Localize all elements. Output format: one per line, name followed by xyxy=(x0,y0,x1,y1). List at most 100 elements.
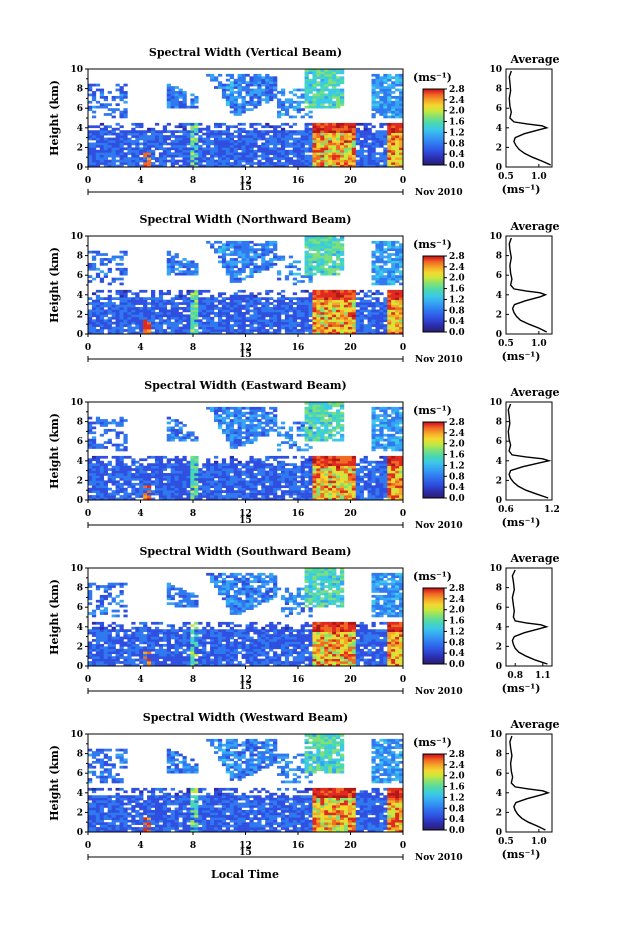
heatmap-cell xyxy=(233,260,238,264)
heatmap-cell xyxy=(174,324,179,327)
heatmap-cell xyxy=(91,455,97,459)
heatmap-cell xyxy=(387,149,392,153)
heatmap-cell xyxy=(312,71,317,75)
heatmap-cell xyxy=(217,482,223,486)
heatmap-cell xyxy=(221,480,227,484)
heatmap-cell xyxy=(387,299,392,303)
heatmap-cell xyxy=(249,152,254,156)
heatmap-cell xyxy=(269,426,274,430)
heatmap-cell xyxy=(115,140,120,143)
heatmap-cell xyxy=(174,468,179,471)
heatmap-cell xyxy=(312,314,317,318)
heatmap-cell xyxy=(158,144,164,148)
colorbar-tick-label: 2.8 xyxy=(449,85,465,95)
heatmap-cell xyxy=(253,154,258,158)
heatmap-cell xyxy=(347,302,353,305)
heatmap-cell xyxy=(154,142,160,146)
heatmap-cell xyxy=(343,307,349,310)
heatmap-cell xyxy=(217,73,223,77)
heatmap-cell xyxy=(99,446,105,449)
heatmap-cell xyxy=(245,135,250,138)
heatmap-cell xyxy=(107,267,112,271)
heatmap-cell xyxy=(265,304,270,308)
heatmap-cell xyxy=(237,326,242,330)
heatmap-cell xyxy=(123,142,128,146)
heatmap-cell xyxy=(257,91,262,94)
heatmap-cell xyxy=(221,157,227,160)
heatmap-cell xyxy=(111,329,116,332)
heatmap-cell xyxy=(277,164,282,168)
heatmap-cell xyxy=(88,326,93,330)
heatmap-cell xyxy=(103,421,108,425)
heatmap-cell xyxy=(241,324,246,327)
heatmap-cell xyxy=(253,480,258,484)
y-axis-label: Height (km) xyxy=(48,247,61,323)
heatmap-cell xyxy=(119,448,124,452)
heatmap-cell xyxy=(88,142,93,146)
heatmap-cell xyxy=(375,135,380,138)
heatmap-cell xyxy=(245,406,250,410)
heatmap-cell xyxy=(269,475,274,479)
heatmap-cell xyxy=(214,125,219,129)
heatmap-cell xyxy=(265,421,270,425)
heatmap-cell xyxy=(241,157,246,160)
heatmap-cell xyxy=(166,154,171,158)
heatmap-cell xyxy=(280,465,286,469)
heatmap-cell xyxy=(304,443,309,447)
heatmap-cell xyxy=(288,149,294,153)
heatmap-cell xyxy=(280,140,286,143)
heatmap-cell xyxy=(332,265,337,269)
heatmap-cell xyxy=(241,267,246,271)
heatmap-cell xyxy=(221,299,227,303)
heatmap-cell xyxy=(91,157,97,160)
heatmap-cell xyxy=(194,475,199,479)
heatmap-cell xyxy=(399,275,404,278)
heatmap-cell xyxy=(269,421,274,425)
heatmap-cell xyxy=(221,309,227,313)
heatmap-cell xyxy=(273,157,278,160)
heatmap-cell xyxy=(399,108,404,111)
heatmap-cell xyxy=(383,275,388,278)
heatmap-cell xyxy=(210,473,215,476)
heatmap-cell xyxy=(253,270,258,274)
heatmap-cell xyxy=(371,103,376,107)
avg-y-tick-label: 10 xyxy=(489,65,502,75)
heatmap-cell xyxy=(269,250,274,254)
heatmap-cell xyxy=(91,473,97,476)
heatmap-cell xyxy=(88,86,93,89)
heatmap-cell xyxy=(332,81,337,84)
heatmap-cell xyxy=(237,83,242,87)
heatmap-cell xyxy=(241,424,246,427)
heatmap-cell xyxy=(383,115,388,119)
heatmap-cell xyxy=(233,470,238,474)
heatmap-cell xyxy=(95,159,101,163)
heatmap-cell xyxy=(277,311,282,315)
heatmap-cell xyxy=(154,324,160,327)
heatmap-cell xyxy=(233,316,238,320)
heatmap-cell xyxy=(288,468,294,471)
heatmap-cell xyxy=(387,122,392,126)
heatmap-cell xyxy=(363,302,368,305)
heatmap-cell xyxy=(277,103,282,107)
heatmap-cell xyxy=(292,321,297,325)
heatmap-cell xyxy=(312,157,317,160)
heatmap-cell xyxy=(91,465,97,469)
heatmap-cell xyxy=(363,157,368,160)
heatmap-cell xyxy=(261,414,266,417)
heatmap-cell xyxy=(336,258,341,261)
heatmap-cell xyxy=(304,492,309,496)
heatmap-cell xyxy=(253,477,258,481)
heatmap-cell xyxy=(99,326,105,330)
heatmap-cell xyxy=(304,69,309,72)
heatmap-cell xyxy=(343,289,349,293)
heatmap-cell xyxy=(166,135,171,138)
heatmap-cell xyxy=(245,294,250,298)
heatmap-cell xyxy=(166,147,171,151)
heatmap-cell xyxy=(395,164,400,168)
heatmap-cell xyxy=(351,316,357,320)
heatmap-cell xyxy=(190,93,195,97)
heatmap-cell xyxy=(340,302,345,305)
heatmap-cell xyxy=(332,88,337,92)
heatmap-cell xyxy=(190,465,195,469)
heatmap-cell xyxy=(99,88,105,92)
